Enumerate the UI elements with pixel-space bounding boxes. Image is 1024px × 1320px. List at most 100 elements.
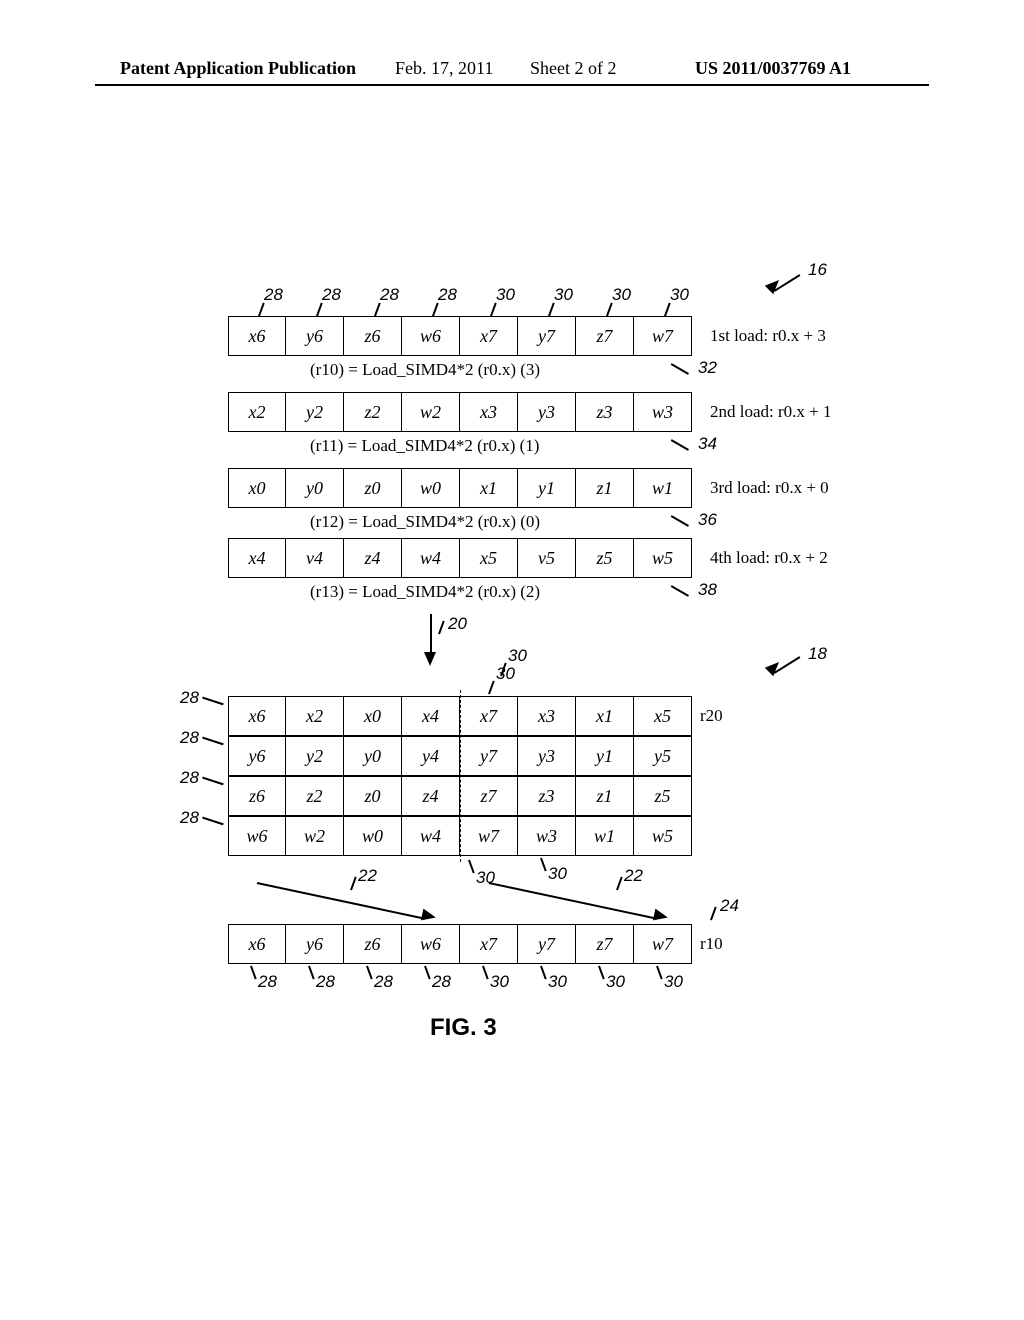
cell: w2 bbox=[402, 392, 460, 432]
cell: v4 bbox=[286, 538, 344, 578]
cell: y0 bbox=[344, 736, 402, 776]
cell: x7 bbox=[460, 316, 518, 356]
load-desc-4: 4th load: r0.x + 2 bbox=[710, 548, 828, 568]
tick bbox=[438, 621, 444, 635]
result-row-label: r10 bbox=[700, 934, 723, 954]
ref-28: 28 bbox=[264, 285, 283, 305]
arrow22-left-head bbox=[421, 909, 437, 924]
ref-30: 30 bbox=[476, 868, 495, 888]
cell: z2 bbox=[286, 776, 344, 816]
cell: x1 bbox=[576, 696, 634, 736]
dash-separator bbox=[460, 690, 461, 862]
header-rule bbox=[95, 84, 929, 86]
ref-30: 30 bbox=[606, 972, 625, 992]
arrow22-left-stem bbox=[257, 882, 424, 919]
ref-20: 20 bbox=[448, 614, 467, 634]
cell: v5 bbox=[518, 538, 576, 578]
ref-28: 28 bbox=[380, 285, 399, 305]
cell: w7 bbox=[460, 816, 518, 856]
ref-32: 32 bbox=[698, 358, 717, 378]
ref-28: 28 bbox=[374, 972, 393, 992]
leader-32 bbox=[671, 363, 689, 374]
cell: z3 bbox=[576, 392, 634, 432]
tick bbox=[424, 966, 430, 980]
cell: w3 bbox=[518, 816, 576, 856]
cell: x0 bbox=[228, 468, 286, 508]
cell: z0 bbox=[344, 468, 402, 508]
cell: w7 bbox=[634, 316, 692, 356]
load-row-2: x2 y2 z2 w2 x3 y3 z3 w3 bbox=[228, 392, 692, 432]
tick bbox=[468, 860, 474, 874]
tick bbox=[710, 907, 716, 921]
cell: y7 bbox=[518, 316, 576, 356]
cell: x6 bbox=[228, 924, 286, 964]
cell: y4 bbox=[402, 736, 460, 776]
cell: x6 bbox=[228, 696, 286, 736]
cell: x1 bbox=[460, 468, 518, 508]
tick bbox=[482, 966, 488, 980]
cell: w2 bbox=[286, 816, 344, 856]
ref-30: 30 bbox=[664, 972, 683, 992]
cell: y0 bbox=[286, 468, 344, 508]
cell: z2 bbox=[344, 392, 402, 432]
cell: x7 bbox=[460, 696, 518, 736]
tick bbox=[540, 966, 546, 980]
cell: w6 bbox=[228, 816, 286, 856]
cell: z1 bbox=[576, 776, 634, 816]
cell: y2 bbox=[286, 736, 344, 776]
leader-34 bbox=[671, 439, 689, 450]
header-date: Feb. 17, 2011 bbox=[395, 58, 493, 79]
cell: w6 bbox=[402, 924, 460, 964]
cell: y6 bbox=[286, 924, 344, 964]
header-title: Patent Application Publication bbox=[120, 58, 356, 79]
cell: y3 bbox=[518, 736, 576, 776]
ref-28: 28 bbox=[180, 728, 199, 748]
ref-30: 30 bbox=[548, 864, 567, 884]
arrow22-right-stem bbox=[489, 882, 656, 919]
header-sheet: Sheet 2 of 2 bbox=[530, 58, 616, 79]
ref-30: 30 bbox=[554, 285, 573, 305]
cell: z6 bbox=[344, 316, 402, 356]
arrow20-stem bbox=[430, 614, 432, 654]
ref-16: 16 bbox=[808, 260, 827, 280]
cell: z5 bbox=[576, 538, 634, 578]
ref-28: 28 bbox=[322, 285, 341, 305]
cell: y7 bbox=[518, 924, 576, 964]
cell: y7 bbox=[460, 736, 518, 776]
cell: y5 bbox=[634, 736, 692, 776]
load-row-3: x0 y0 z0 w0 x1 y1 z1 w1 bbox=[228, 468, 692, 508]
cell: z7 bbox=[460, 776, 518, 816]
ref-22: 22 bbox=[358, 866, 377, 886]
cell: w1 bbox=[576, 816, 634, 856]
cell: w6 bbox=[402, 316, 460, 356]
leader-38 bbox=[671, 585, 689, 596]
leader bbox=[202, 697, 223, 705]
cell: x3 bbox=[460, 392, 518, 432]
ref-22: 22 bbox=[624, 866, 643, 886]
cell: z3 bbox=[518, 776, 576, 816]
cell: w4 bbox=[402, 816, 460, 856]
cell: y3 bbox=[518, 392, 576, 432]
ref-28: 28 bbox=[432, 972, 451, 992]
tick bbox=[540, 858, 546, 872]
leader bbox=[202, 777, 223, 785]
ref-36: 36 bbox=[698, 510, 717, 530]
cell: z6 bbox=[228, 776, 286, 816]
cell: y2 bbox=[286, 392, 344, 432]
header-pubnum: US 2011/0037769 A1 bbox=[695, 58, 851, 79]
tick bbox=[366, 966, 372, 980]
cell: x5 bbox=[634, 696, 692, 736]
load-desc-1: 1st load: r0.x + 3 bbox=[710, 326, 826, 346]
cell: w0 bbox=[402, 468, 460, 508]
ref-30: 30 bbox=[496, 664, 515, 684]
load-row-1: x6 y6 z6 w6 x7 y7 z7 w7 bbox=[228, 316, 692, 356]
cell: w1 bbox=[634, 468, 692, 508]
cell: y6 bbox=[228, 736, 286, 776]
cell: x7 bbox=[460, 924, 518, 964]
result-row: x6 y6 z6 w6 x7 y7 z7 w7 bbox=[228, 924, 692, 964]
cell: x0 bbox=[344, 696, 402, 736]
load-eq-3: (r12) = Load_SIMD4*2 (r0.x) (0) bbox=[310, 512, 540, 532]
ref-28: 28 bbox=[180, 768, 199, 788]
cell: y6 bbox=[286, 316, 344, 356]
leader-36 bbox=[671, 515, 689, 526]
